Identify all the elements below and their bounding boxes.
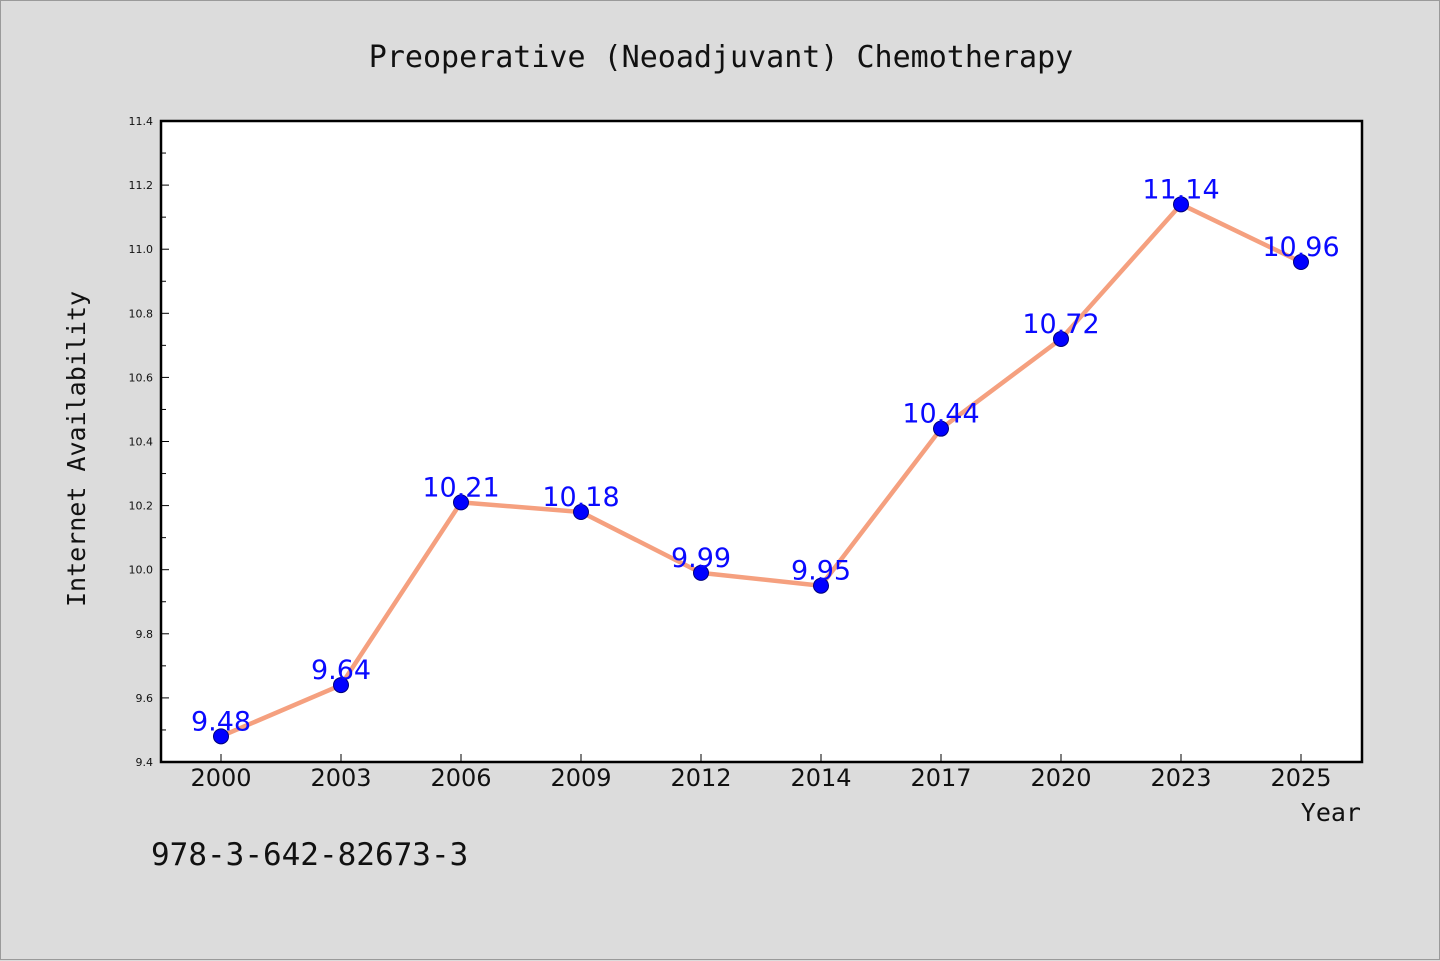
data-point <box>933 420 949 437</box>
data-label: 10.96 <box>1262 232 1339 263</box>
y-tick-label: 10.0 <box>129 564 154 577</box>
x-axis-label: Year <box>1301 798 1361 827</box>
y-tick-label: 10.8 <box>129 307 154 320</box>
y-tick-label: 10.2 <box>129 500 154 513</box>
y-axis: 9.4 9.6 9.8 10.0 10.2 10.4 10.6 10.8 11.0 11.2 11.… <box>129 115 169 769</box>
data-label: 11.14 <box>1142 174 1219 205</box>
y-tick-label: 9.8 <box>136 628 154 641</box>
data-point <box>453 494 469 511</box>
y-tick-label: 9.4 <box>136 756 154 769</box>
data-label: 10.18 <box>542 482 619 513</box>
data-label: 10.72 <box>1022 309 1099 340</box>
x-tick-label: 2012 <box>670 764 731 792</box>
isbn-text: 978-3-642-82673-3 <box>151 837 468 873</box>
data-point <box>693 564 709 581</box>
x-tick-label: 2025 <box>1270 764 1331 792</box>
y-tick-label: 10.6 <box>129 371 154 384</box>
x-tick-label: 2017 <box>910 764 971 792</box>
y-tick-label: 11.4 <box>129 115 154 128</box>
series-group: 9.48 9.64 10.21 10.18 9.99 9.95 10.44 10.72 11.1… <box>191 174 1340 745</box>
y-tick-label: 9.6 <box>136 692 154 705</box>
data-label: 10.21 <box>422 472 499 503</box>
data-point <box>333 677 349 694</box>
x-tick-label: 2003 <box>310 764 371 792</box>
y-tick-label: 10.4 <box>129 436 154 449</box>
data-point <box>1173 196 1189 213</box>
data-point <box>1293 254 1309 271</box>
x-tick-label: 2006 <box>430 764 491 792</box>
data-label: 9.99 <box>671 543 731 574</box>
y-tick-label: 11.2 <box>129 179 154 192</box>
chart-title: Preoperative (Neoadjuvant) Chemotherapy <box>369 40 1073 75</box>
data-label: 10.44 <box>902 399 979 430</box>
series-line <box>218 202 1304 739</box>
data-point <box>213 728 229 745</box>
y-tick-label: 11.0 <box>129 243 154 256</box>
x-tick-label: 2020 <box>1030 764 1091 792</box>
x-tick-label: 2014 <box>790 764 851 792</box>
data-point <box>1053 330 1069 347</box>
data-point <box>573 504 589 521</box>
data-label: 9.95 <box>791 556 851 587</box>
x-axis: 2000 2003 2006 2009 2012 2014 2017 2020 2023 2025 <box>190 754 1332 792</box>
x-tick-label: 2000 <box>190 764 251 792</box>
x-tick-label: 2009 <box>550 764 611 792</box>
data-label: 9.48 <box>191 706 251 737</box>
data-label: 9.64 <box>311 655 371 686</box>
x-tick-label: 2023 <box>1150 764 1211 792</box>
y-axis-label: Internet Availability <box>62 291 91 607</box>
data-point <box>813 577 829 594</box>
